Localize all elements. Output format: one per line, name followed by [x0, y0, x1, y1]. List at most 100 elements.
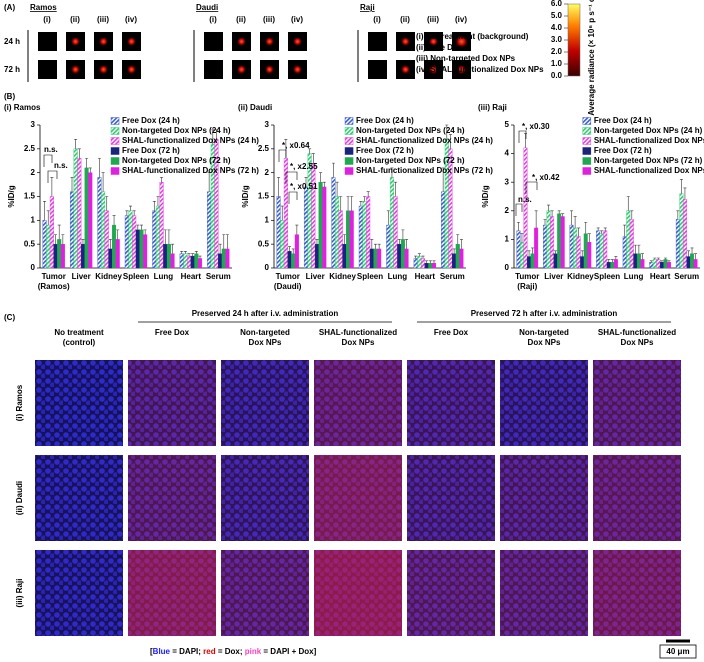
dox-signal	[314, 360, 402, 446]
error-bar	[132, 210, 136, 216]
column-header: Free Dox	[155, 328, 190, 337]
error-bar	[633, 244, 637, 254]
error-bar	[580, 250, 584, 257]
bracket	[288, 191, 298, 204]
bar	[613, 259, 618, 269]
error-bar	[405, 239, 409, 249]
error-bar	[280, 205, 284, 221]
error-bar	[623, 224, 627, 237]
y-tick-label: 0	[265, 263, 270, 272]
bar	[679, 193, 684, 269]
error-bar	[180, 251, 184, 254]
error-bar	[603, 227, 607, 231]
dox-signal	[593, 455, 681, 541]
bar	[543, 224, 547, 269]
micrograph	[500, 455, 588, 541]
error-bar	[667, 260, 671, 263]
legend-swatch	[110, 157, 120, 165]
bar	[393, 196, 398, 269]
micrograph	[314, 360, 402, 446]
x-tick-label: Tumor (Ramos)	[38, 272, 70, 291]
bar	[516, 230, 521, 269]
lane-label: (iv)	[291, 15, 303, 24]
dox-signal	[35, 455, 123, 541]
caption-part: = DAPI;	[170, 647, 203, 656]
bar	[294, 234, 299, 269]
x-tick-label: Lung	[388, 272, 408, 281]
signal	[428, 36, 439, 47]
dox-signal	[593, 550, 681, 636]
bar	[656, 259, 661, 269]
error-bar	[97, 158, 101, 178]
bar	[77, 158, 82, 269]
legend-text: Free Dox (72 h)	[356, 146, 414, 155]
error-bar	[366, 191, 370, 197]
column-header: Non-targeted Dox NPs	[240, 328, 290, 347]
legend-text: Free Dox (24 h)	[122, 116, 180, 125]
colorbar-tick-label: 4.0	[551, 23, 563, 32]
y-tick-label: 3	[505, 177, 510, 186]
bar	[640, 259, 645, 269]
legend-swatch	[344, 167, 354, 175]
bar	[163, 243, 168, 269]
thumbnail	[368, 32, 387, 51]
y-axis-label: %ID/g	[481, 185, 490, 207]
error-bar	[335, 181, 339, 197]
error-bar	[308, 148, 312, 154]
bracket	[278, 149, 287, 162]
bar	[553, 253, 558, 269]
error-bar	[331, 162, 335, 178]
bar	[452, 253, 457, 269]
bar	[46, 224, 51, 269]
bar	[659, 262, 664, 269]
y-tick-label: 0	[505, 263, 510, 272]
error-bar	[160, 177, 164, 183]
bar	[80, 243, 86, 269]
error-bar	[573, 216, 577, 228]
error-bar	[77, 148, 81, 159]
bar	[358, 205, 363, 269]
lane-label: (ii)	[70, 15, 80, 24]
error-bar	[397, 239, 401, 245]
error-bar	[600, 230, 604, 234]
error-bar	[46, 210, 50, 226]
error-bar	[81, 239, 85, 245]
bar	[322, 186, 327, 269]
bar	[342, 243, 347, 269]
error-bar	[626, 196, 630, 211]
bar	[221, 248, 226, 269]
bar	[225, 248, 230, 269]
signal	[70, 36, 81, 47]
error-bar	[386, 210, 390, 226]
bar	[530, 253, 535, 269]
bar	[108, 248, 113, 269]
error-bar	[187, 253, 191, 257]
error-bar	[441, 167, 445, 192]
x-tick-label: Spleen	[357, 272, 383, 281]
error-bar	[534, 210, 538, 228]
caption-part: red	[203, 647, 216, 656]
bar	[663, 259, 668, 269]
bar	[179, 253, 184, 269]
bar	[606, 262, 611, 269]
error-bar	[554, 250, 558, 254]
micrograph	[35, 550, 123, 636]
error-bar	[342, 234, 346, 245]
x-tick-label: Heart	[181, 272, 202, 281]
bar	[649, 262, 654, 269]
bar	[583, 233, 588, 269]
signal	[454, 34, 469, 49]
bar	[389, 177, 394, 269]
error-bar	[370, 239, 374, 249]
legend-text: Non-targeted Dox NPs (72 h)	[122, 156, 231, 165]
bar	[629, 219, 634, 269]
dox-signal	[407, 550, 495, 636]
dox-signal	[221, 455, 309, 541]
error-bar	[163, 229, 167, 245]
error-bar	[656, 257, 660, 260]
bar	[331, 177, 336, 269]
column-header: SHAL-functionalized Dox NPs	[319, 328, 397, 347]
time-label: 24 h	[4, 37, 20, 46]
bar	[280, 220, 285, 269]
bar	[404, 248, 409, 269]
